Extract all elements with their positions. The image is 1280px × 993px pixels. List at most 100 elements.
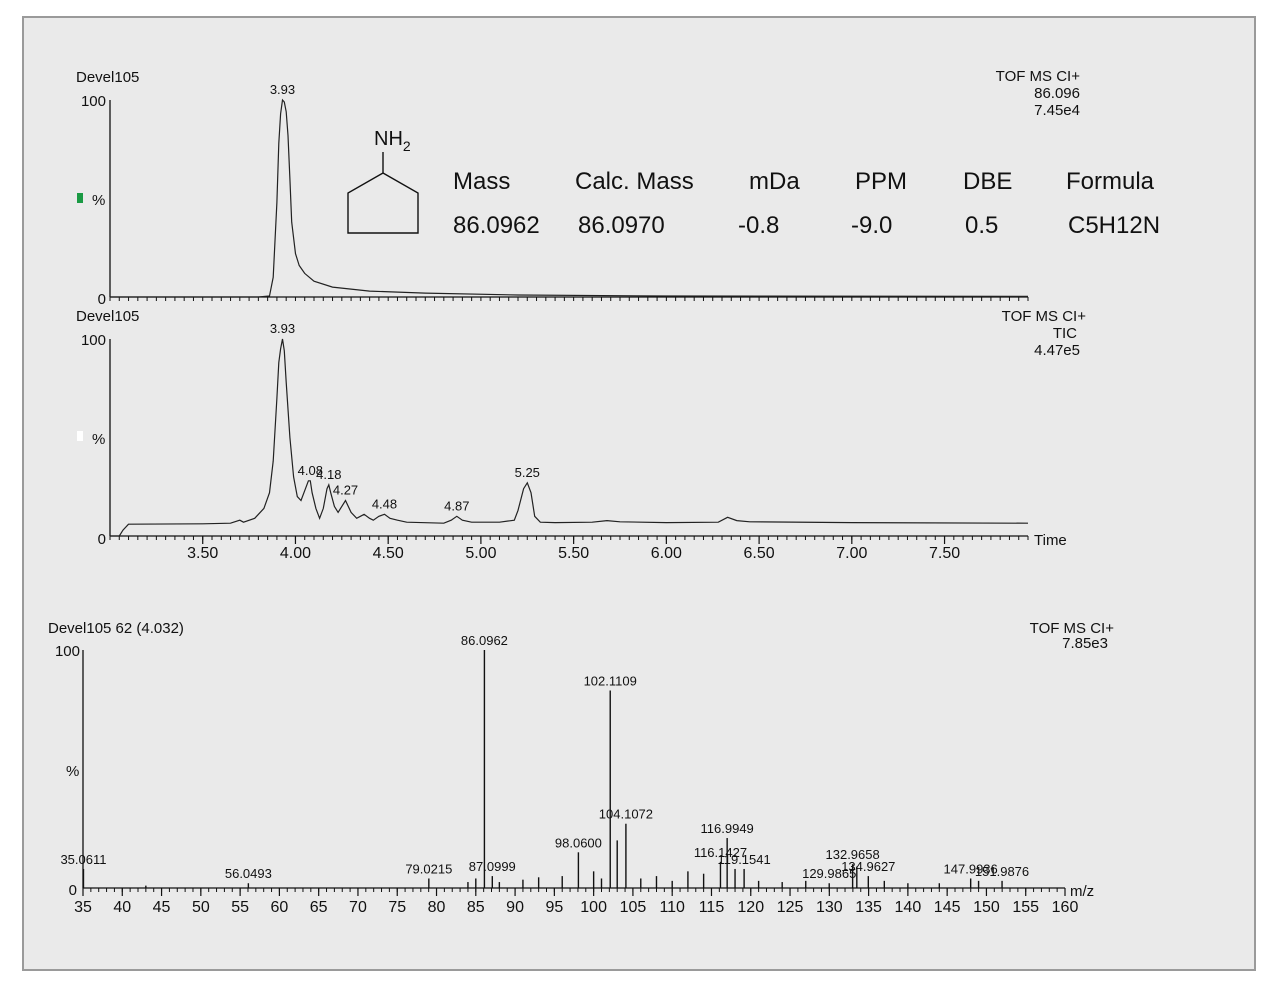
value-mda: -0.8 xyxy=(738,212,779,239)
p2-peak-label: 5.25 xyxy=(515,465,540,480)
panel2-ytick-bottom: 0 xyxy=(98,531,106,548)
p2-x-tick-label: 4.00 xyxy=(280,545,311,562)
value-ppm: -9.0 xyxy=(851,212,892,239)
panel1-trace xyxy=(110,98,1029,298)
figure-frame xyxy=(22,16,1256,971)
value-dbe: 0.5 xyxy=(965,212,998,239)
p2-x-tick-label: 5.50 xyxy=(558,545,589,562)
p3-x-tick-label: 100 xyxy=(580,899,607,916)
panel2-info-3: 4.47e5 xyxy=(1034,342,1080,359)
p3-x-tick-label: 65 xyxy=(310,899,328,916)
p3-peak-label: 104.1072 xyxy=(599,807,653,822)
p3-peak-label: 79.0215 xyxy=(405,861,452,876)
p3-peak-label: 119.1541 xyxy=(717,852,770,867)
p3-x-tick-label: 135 xyxy=(855,899,882,916)
panel2-ylabel: % xyxy=(92,431,105,448)
panel1-ytick-bottom: 0 xyxy=(98,291,106,308)
p3-x-tick-label: 45 xyxy=(153,899,171,916)
panel1-info-1: TOF MS CI+ xyxy=(996,68,1081,85)
p3-peak-label: 134.9627 xyxy=(841,859,895,874)
chromatogram-extracted-panel: Devel105 TOF MS CI+ 86.096 7.45e4 100 0 … xyxy=(76,68,1080,308)
amine-group-label: NH2 xyxy=(374,128,411,154)
p3-peak-label: 35.0611 xyxy=(60,852,106,867)
p2-peak-label: 4.08 xyxy=(298,463,323,478)
panel3-ytick-bottom: 0 xyxy=(69,882,77,899)
panel3-spectrum-sticks xyxy=(82,650,1003,888)
panel3-xlabel: m/z xyxy=(1070,883,1094,900)
panel1-axes xyxy=(109,100,1029,301)
p3-x-tick-label: 60 xyxy=(271,899,289,916)
header-calc-mass: Calc. Mass xyxy=(575,168,694,195)
panel2-axes xyxy=(109,339,1029,544)
p2-x-tick-label: 6.00 xyxy=(651,545,682,562)
p3-peak-label: 151.9876 xyxy=(975,864,1029,879)
panel2-title: Devel105 xyxy=(76,308,139,325)
p3-x-tick-label: 40 xyxy=(113,899,131,916)
p3-x-tick-label: 160 xyxy=(1052,899,1079,916)
p3-x-tick-label: 85 xyxy=(467,899,485,916)
p3-x-tick-label: 55 xyxy=(231,899,249,916)
panel1-info-2: 86.096 xyxy=(1034,85,1080,102)
p3-peak-label: 102.1109 xyxy=(584,673,637,688)
p2-peak-label: 4.87 xyxy=(444,498,469,513)
p3-peak-label: 56.0493 xyxy=(225,866,272,881)
panel3-axes xyxy=(82,650,1066,896)
panel3-ytick-top: 100 xyxy=(55,643,80,660)
p2-x-tick-label: 7.50 xyxy=(929,545,960,562)
panel1-ytick-top: 100 xyxy=(81,93,106,110)
p3-x-tick-label: 95 xyxy=(545,899,563,916)
p3-peak-label: 147.9936 xyxy=(944,861,998,876)
header-mass: Mass xyxy=(453,168,510,195)
p3-x-tick-label: 155 xyxy=(1012,899,1039,916)
panel2-x-tick-labels: 3.50 4.00 4.50 5.00 5.50 6.00 6.50 7.00 7.50 xyxy=(187,545,960,562)
p2-x-tick-label: 6.50 xyxy=(744,545,775,562)
p3-x-tick-label: 115 xyxy=(699,899,725,916)
panel2-info-1: TOF MS CI+ xyxy=(1002,308,1087,325)
p2-peak-label: 4.18 xyxy=(316,467,341,482)
p2-x-tick-label: 5.00 xyxy=(465,545,496,562)
p3-peak-label: 87.0999 xyxy=(469,859,516,874)
mass-results-table: Mass Calc. Mass mDa PPM DBE Formula 86.0… xyxy=(453,168,1160,239)
p3-peak-label: 98.0600 xyxy=(555,835,602,850)
panel1-legend-marker xyxy=(77,193,83,203)
mass-spectrum-panel: Devel105 62 (4.032) TOF MS CI+ 7.85e3 10… xyxy=(48,620,1114,916)
cyclohexylamine-structure-drawing: NH2 xyxy=(347,128,419,234)
panel1-info-3: 7.45e4 xyxy=(1034,102,1080,119)
p2-x-tick-label: 3.50 xyxy=(187,545,218,562)
p3-x-tick-label: 70 xyxy=(349,899,367,916)
p2-x-tick-label: 4.50 xyxy=(373,545,404,562)
p3-peak-label: 132.9658 xyxy=(826,847,880,862)
p3-x-tick-label: 145 xyxy=(934,899,961,916)
p2-peak-label: 3.93 xyxy=(270,321,295,336)
p3-x-tick-label: 110 xyxy=(659,899,685,916)
p1-peak-label: 3.93 xyxy=(270,82,295,97)
p3-peak-label: 116.9949 xyxy=(701,821,754,836)
panel1-ylabel: % xyxy=(92,192,105,209)
p3-x-tick-label: 90 xyxy=(506,899,524,916)
value-mass: 86.0962 xyxy=(453,212,540,239)
panel3-peak-labels: 35.0611 56.0493 79.0215 86.0962 87.0999 98.06… xyxy=(60,633,1029,881)
panel2-legend-marker xyxy=(77,431,83,441)
header-mda: mDa xyxy=(749,168,800,195)
p2-x-tick-label: 7.00 xyxy=(836,545,867,562)
value-calc-mass: 86.0970 xyxy=(578,212,665,239)
p3-x-tick-label: 75 xyxy=(388,899,406,916)
cyclohexane-ring xyxy=(347,172,419,234)
p3-peak-label: 116.1427 xyxy=(694,845,747,860)
chromatogram-tic-panel: Devel105 TOF MS CI+ TIC 4.47e5 100 0 % T… xyxy=(76,308,1086,562)
p2-peak-label: 4.27 xyxy=(333,483,358,498)
p3-x-tick-label: 125 xyxy=(777,899,804,916)
panel3-info-1: TOF MS CI+ xyxy=(1030,620,1115,637)
p3-x-tick-label: 140 xyxy=(895,899,922,916)
panel2-peak-labels: 3.93 4.084.184.27 4.48 4.87 5.25 xyxy=(270,321,540,513)
p3-x-tick-label: 150 xyxy=(973,899,1000,916)
p3-x-tick-label: 35 xyxy=(74,899,92,916)
p3-x-tick-label: 80 xyxy=(428,899,446,916)
p3-peak-label: 129.9865 xyxy=(802,866,856,881)
header-ppm: PPM xyxy=(855,168,907,195)
value-formula: C5H12N xyxy=(1068,212,1160,239)
p3-x-tick-label: 130 xyxy=(816,899,843,916)
panel1-peak-labels: 3.93 xyxy=(270,82,295,97)
panel2-info-2: TIC xyxy=(1053,325,1077,342)
panel2-trace xyxy=(110,338,1029,537)
